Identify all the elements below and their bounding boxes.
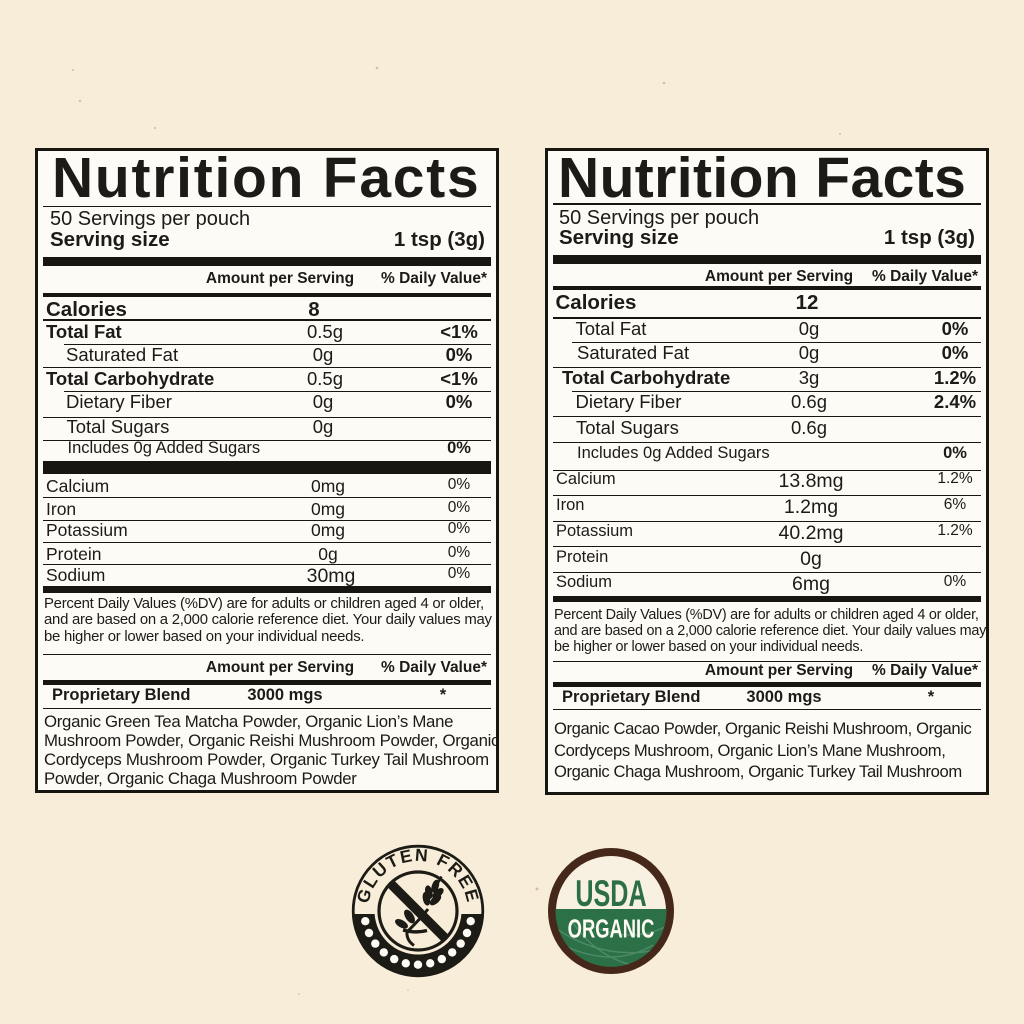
svg-text:USDA: USDA: [575, 872, 646, 914]
svg-text:ORGANIC: ORGANIC: [568, 915, 655, 944]
svg-text:GLUTEN FREE: GLUTEN FREE: [353, 845, 484, 906]
